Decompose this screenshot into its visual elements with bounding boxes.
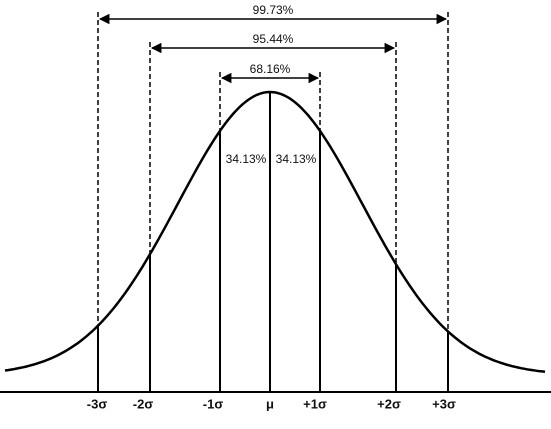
half-label: 34.13% xyxy=(226,152,267,166)
half-label: 34.13% xyxy=(276,152,317,166)
interval-label: 95.44% xyxy=(253,32,294,46)
interval-label: 68.16% xyxy=(250,62,291,76)
axis-label: +2σ xyxy=(377,396,401,411)
sigma-lines xyxy=(97,12,449,392)
bell-curve xyxy=(4,90,546,374)
axis-label: -2σ xyxy=(133,396,154,411)
axis-label: -3σ xyxy=(87,396,108,411)
axis-label: +1σ xyxy=(303,396,327,411)
interval-label: 99.73% xyxy=(253,3,294,17)
axis-label: -1σ xyxy=(203,396,224,411)
axis-label: μ xyxy=(266,396,274,411)
axis-label: +3σ xyxy=(432,396,456,411)
